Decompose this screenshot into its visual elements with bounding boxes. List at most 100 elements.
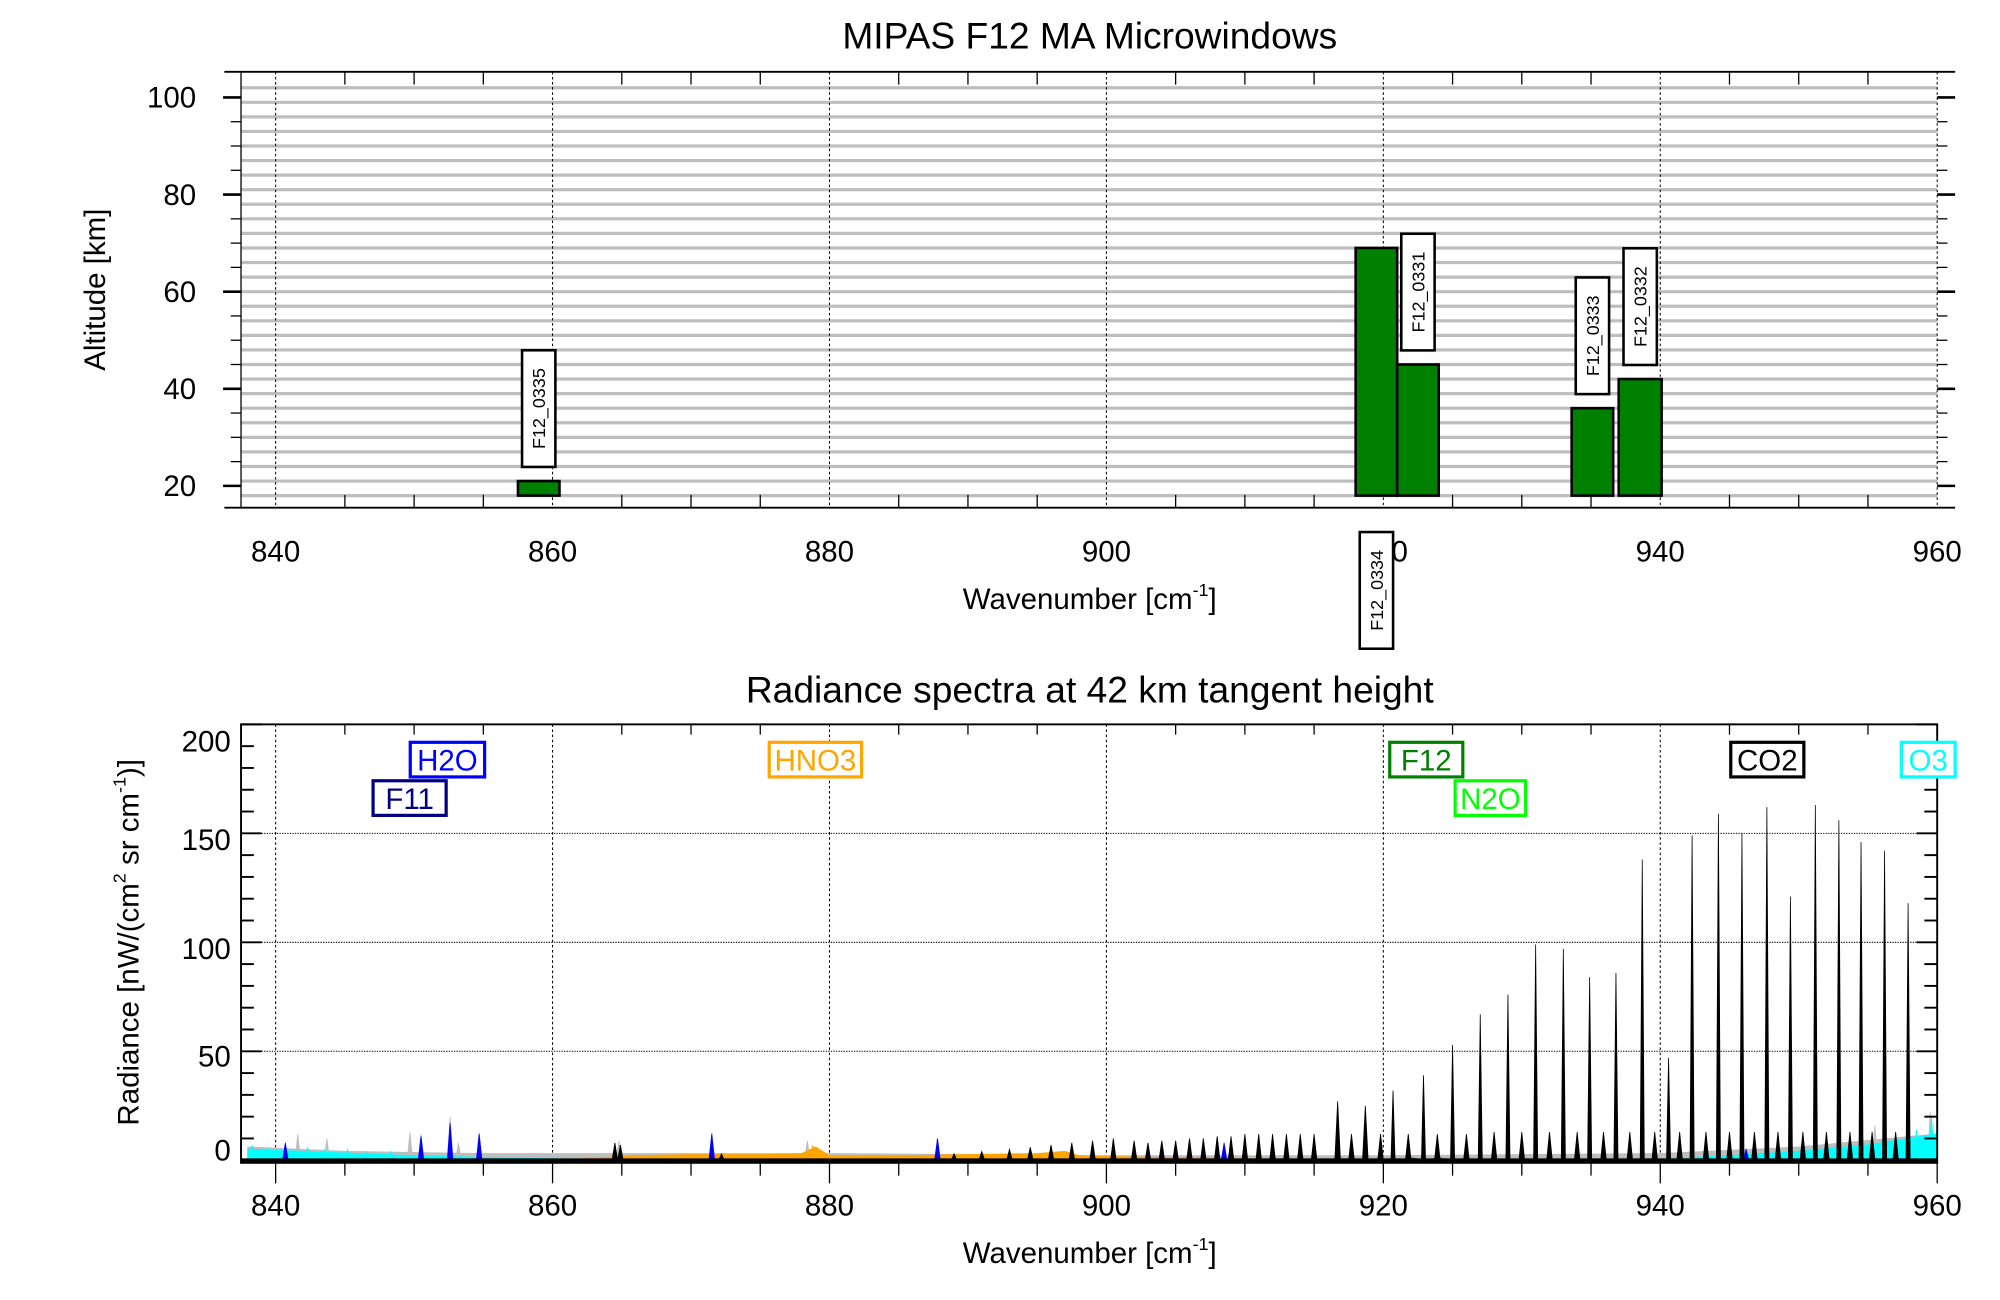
y-tick-label: 100 <box>147 82 196 115</box>
legend-box <box>767 740 864 779</box>
co2-spectral-line <box>1858 842 1864 1161</box>
co2-spectral-line <box>1764 807 1770 1161</box>
h2o-spectral-line <box>1220 1142 1228 1161</box>
co2-spectral-line <box>1546 1131 1553 1161</box>
y-tick-label: 0 <box>214 1134 230 1167</box>
x-tick-label: 860 <box>528 536 577 569</box>
legend-box <box>408 740 487 779</box>
bottom-grid <box>241 724 1938 1163</box>
co2-spectral-line <box>1334 1101 1341 1161</box>
legend-item-co2: CO2 <box>1729 740 1806 779</box>
h2o-spectral-line <box>934 1138 941 1161</box>
top-axes: 84086088090092094096020406080100F12_0334 <box>147 70 1962 651</box>
legend-label: H2O <box>417 745 478 778</box>
co2-spectral-line <box>1269 1134 1276 1161</box>
co2-spectral-line <box>1200 1138 1207 1161</box>
plot-frame <box>240 723 1939 1164</box>
co2-spectral-line <box>1421 1075 1426 1161</box>
co2-spectral-line <box>1227 1136 1235 1161</box>
microwindow-label: F12_0334 <box>1367 550 1388 631</box>
co2-spectral-line <box>1110 1138 1117 1161</box>
co2-spectral-line <box>1434 1134 1441 1161</box>
y-tick-label: 150 <box>182 824 231 857</box>
co2-spectral-line <box>1463 1134 1470 1161</box>
legend-label: CO2 <box>1737 745 1798 778</box>
co2-spectral-line <box>1666 1057 1672 1161</box>
x-tick-label: 840 <box>251 536 300 569</box>
microwindow-label: F12_0331 <box>1408 252 1429 333</box>
co2-spectral-line <box>1283 1134 1290 1161</box>
co2-spectral-line <box>1676 1131 1683 1161</box>
legend-item-o3: O3 <box>1899 740 1957 779</box>
bottom-y-axis-label: Radiance [nW/(cm2 sr cm-1)] <box>110 759 146 1126</box>
co2-spectral-line <box>1787 896 1793 1161</box>
co2-spectral-line <box>1068 1142 1076 1161</box>
co2-spectral-line <box>1600 1131 1607 1161</box>
top-bars: F12_0335 F12_0331 F12_0333 F12_0332 <box>516 232 1663 497</box>
co2-spectral-line <box>1186 1138 1193 1161</box>
x-tick-label: 840 <box>251 1189 300 1222</box>
microwindow-label-box <box>1622 247 1659 367</box>
y-tick-label: 80 <box>163 179 196 212</box>
co2-spectral-line <box>1689 835 1695 1161</box>
co2-spectral-line <box>1505 994 1511 1161</box>
co2-spectral-line <box>1158 1140 1166 1161</box>
co2-spectral-line <box>1518 1131 1526 1161</box>
x-tick-label: 900 <box>1082 1189 1131 1222</box>
co2-spectral-line <box>1089 1140 1096 1161</box>
bottom-chart-title: Radiance spectra at 42 km tangent height <box>746 669 1435 711</box>
series-co2 <box>247 804 1938 1161</box>
co2-spectral-line <box>1490 1131 1498 1161</box>
co2-spectral-line <box>1573 1131 1581 1161</box>
co2-spectral-line <box>1362 1105 1369 1161</box>
microwindow-chart: MIPAS F12 MA Microwindows F12_0335F12_03… <box>79 15 1962 651</box>
co2-spectral-line <box>1172 1140 1179 1161</box>
y-tick-label: 40 <box>163 373 196 406</box>
x-tick-label: 960 <box>1913 1189 1962 1222</box>
x-tick-label: 940 <box>1636 1189 1685 1222</box>
microwindow-label-box <box>1400 232 1436 352</box>
h2o-spectral-line <box>475 1134 483 1161</box>
co2-spectral-line <box>1715 813 1721 1161</box>
co2-spectral-line <box>1613 972 1619 1161</box>
bottom-axes: 840 860 880 900 920 940 960 0 50 100 150 200 <box>182 723 1962 1222</box>
co2-spectral-line <box>1255 1134 1262 1161</box>
legend-item-hno3: HNO3 <box>767 740 864 779</box>
y-tick-label: 50 <box>198 1041 231 1074</box>
radiance-chart: Radiance spectra at 42 km tangent height… <box>110 669 1962 1270</box>
co2-spectral-line <box>611 1142 619 1161</box>
x-tick-label: 880 <box>805 536 854 569</box>
microwindow-bar <box>1570 406 1615 497</box>
top-y-axis-label: Altitude [km] <box>79 209 112 371</box>
co2-spectral-line <box>1739 833 1745 1161</box>
co2-spectral-line <box>1213 1136 1221 1161</box>
series-hno3 <box>579 1144 1274 1161</box>
legend-item-f11: F11 <box>371 779 448 817</box>
y-tick-label: 100 <box>182 933 231 966</box>
legend-label: HNO3 <box>774 745 856 778</box>
legend-label: F11 <box>385 783 434 816</box>
microwindow-bar <box>1395 363 1441 497</box>
microwindow-label: F12_0333 <box>1583 295 1604 376</box>
x-tick-label: 920 <box>1359 1189 1408 1222</box>
co2-spectral-line <box>1130 1140 1138 1161</box>
microwindow-bar <box>516 479 561 497</box>
y-tick-label: 20 <box>163 470 196 503</box>
co2-spectral-line <box>1587 977 1593 1161</box>
co2-spectral-line <box>1348 1134 1355 1161</box>
top-x-axis-label: Wavenumber [cm-1] <box>963 580 1217 616</box>
microwindow-label: F12_0335 <box>529 368 550 449</box>
co2-spectral-line <box>1377 1134 1384 1161</box>
co2-spectral-line <box>1639 859 1645 1161</box>
co2-spectral-line <box>1702 1131 1710 1161</box>
legend-label: N2O <box>1460 783 1521 816</box>
legend-box <box>371 779 448 817</box>
co2-spectral-line <box>1390 1090 1396 1161</box>
legend-label: F12 <box>1401 745 1452 778</box>
legend-item-h2o: H2O <box>408 740 487 779</box>
microwindow-bar <box>1617 377 1663 497</box>
co2-spectral-line <box>1626 1131 1634 1161</box>
co2-spectral-line <box>1405 1134 1412 1161</box>
